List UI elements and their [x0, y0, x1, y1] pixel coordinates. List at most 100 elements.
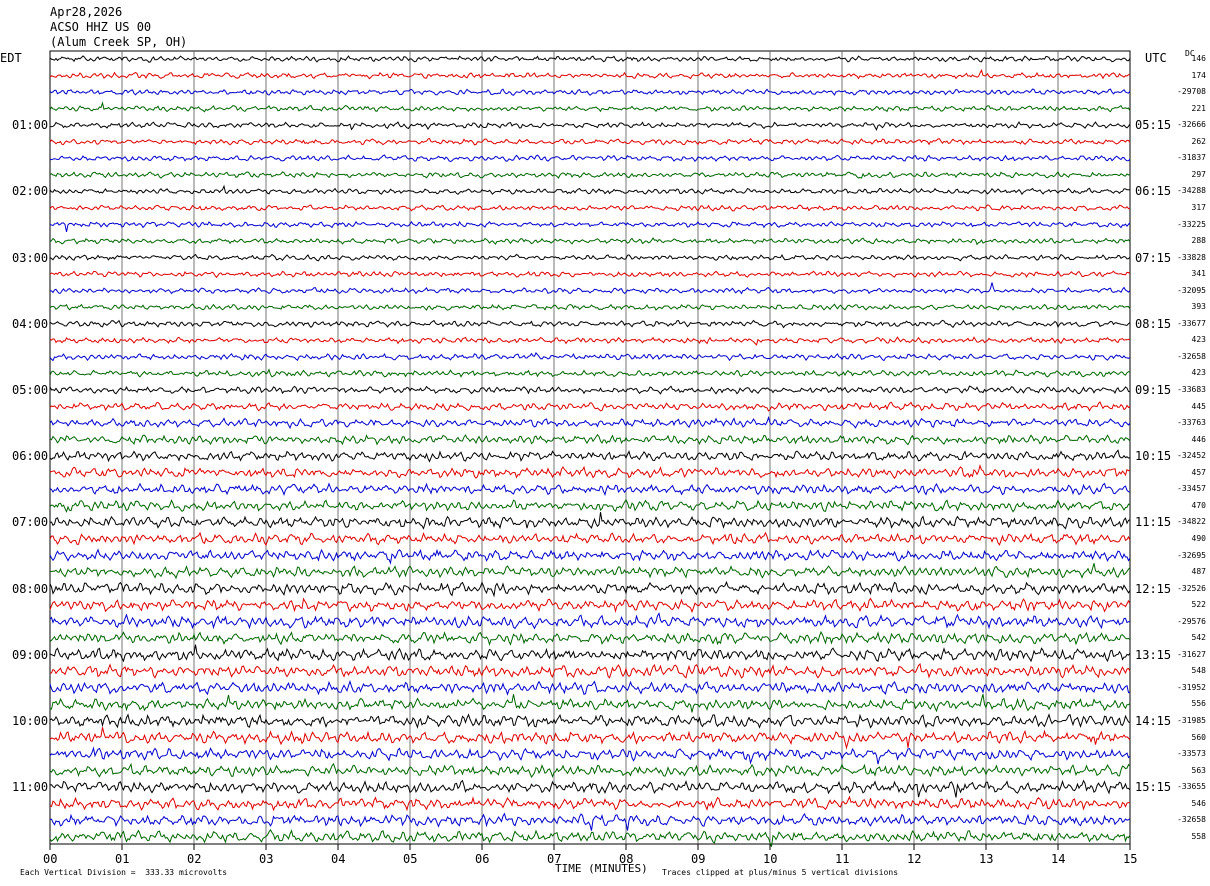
x-tick-label: 15: [1123, 852, 1138, 866]
header-site: (Alum Creek SP, OH): [50, 35, 188, 49]
dc-value: -31627: [1177, 649, 1206, 659]
dc-value: 490: [1191, 533, 1206, 543]
dc-value: 446: [1191, 434, 1206, 444]
trace-24: [49, 433, 1131, 446]
x-tick-label: 07: [547, 852, 562, 866]
right-hour-label: 05:15: [1135, 118, 1172, 133]
trace-5: [49, 121, 1131, 131]
plot-frame: [49, 50, 1131, 845]
trace-32: [49, 563, 1131, 580]
dc-value: 423: [1191, 368, 1206, 378]
dc-value: 548: [1191, 666, 1206, 676]
trace-41: [49, 713, 1131, 729]
dc-value: -29708: [1177, 87, 1206, 97]
dc-value: -31952: [1177, 682, 1206, 692]
trace-47: [49, 812, 1131, 831]
dc-value: 297: [1191, 169, 1206, 179]
trace-16: [49, 303, 1131, 311]
trace-11: [49, 220, 1131, 232]
x-tick-label: 06: [475, 852, 490, 866]
trace-28: [49, 498, 1131, 514]
dc-value: -34822: [1177, 517, 1206, 527]
trace-12: [49, 237, 1131, 246]
trace-33: [49, 580, 1131, 598]
trace-9: [49, 184, 1131, 196]
left-hour-label: 07:00: [12, 515, 49, 530]
dc-value: 457: [1191, 467, 1206, 477]
dc-value: 542: [1191, 633, 1206, 643]
trace-39: [49, 679, 1131, 696]
x-tick-label: 14: [1051, 852, 1066, 866]
dc-value: 221: [1191, 103, 1206, 113]
dc-value: -33655: [1177, 782, 1206, 792]
left-hour-label: 11:00: [12, 780, 49, 795]
trace-37: [49, 644, 1131, 663]
left-hour-label: 04:00: [12, 316, 49, 331]
trace-25: [49, 449, 1131, 463]
dc-value: -33828: [1177, 252, 1206, 262]
x-tick-label: 10: [763, 852, 778, 866]
dc-value: 288: [1191, 236, 1206, 246]
right-hour-label: 11:15: [1135, 515, 1172, 530]
left-hour-label: 01:00: [12, 118, 49, 133]
x-tick-label: 13: [979, 852, 994, 866]
trace-23: [49, 415, 1131, 430]
x-tick-label: 08: [619, 852, 634, 866]
header-station: ACSO HHZ US 00: [50, 20, 152, 34]
dc-value: 470: [1191, 500, 1206, 510]
dc-value: 522: [1191, 600, 1206, 610]
dc-value: 262: [1191, 136, 1206, 146]
left-hour-label: 10:00: [12, 714, 49, 728]
trace-4: [49, 101, 1131, 113]
dc-value: 146: [1191, 54, 1206, 63]
dc-value: -29576: [1177, 616, 1206, 626]
right-hour-label: 15:15: [1135, 780, 1172, 795]
x-tick-label: 01: [115, 852, 130, 866]
trace-38: [49, 663, 1131, 679]
trace-6: [49, 137, 1131, 146]
dc-value: -32666: [1177, 120, 1206, 130]
trace-36: [49, 630, 1131, 646]
left-hour-label: 08:00: [12, 581, 49, 596]
right-hour-label: 07:15: [1135, 250, 1172, 265]
left-hour-label: 09:00: [12, 647, 49, 662]
x-tick-label: 11: [835, 852, 850, 866]
trace-29: [49, 512, 1131, 530]
trace-30: [49, 531, 1131, 547]
dc-value: -31837: [1177, 153, 1206, 163]
dc-value: -33763: [1177, 418, 1206, 428]
right-hour-label: 13:15: [1135, 647, 1172, 662]
right-hour-label: 10:15: [1135, 449, 1172, 464]
dc-value: 341: [1191, 269, 1206, 279]
dc-value: -33457: [1177, 484, 1206, 494]
dc-value: -33677: [1177, 318, 1206, 328]
trace-1: [49, 55, 1131, 63]
right-hour-label: 06:15: [1135, 184, 1172, 199]
dc-value: -32526: [1177, 583, 1206, 593]
timezone-right: UTC: [1145, 51, 1167, 65]
dc-value: 546: [1191, 798, 1206, 808]
dc-value: 560: [1191, 732, 1206, 742]
dc-header: DC: [1185, 49, 1195, 58]
trace-31: [49, 548, 1131, 565]
left-hour-label: 06:00: [12, 449, 49, 464]
trace-21: [49, 385, 1131, 395]
x-tick-marks: [49, 844, 1131, 850]
trace-35: [49, 612, 1131, 630]
x-tick-label: 12: [907, 852, 922, 866]
dc-value: 445: [1191, 401, 1206, 411]
trace-26: [49, 463, 1131, 480]
trace-2: [49, 68, 1131, 80]
trace-18: [49, 336, 1131, 346]
dc-value: -33573: [1177, 749, 1206, 759]
dc-value: -32658: [1177, 815, 1206, 825]
left-hour-label: 05:00: [12, 383, 49, 397]
trace-27: [49, 482, 1131, 497]
trace-43: [49, 746, 1131, 765]
trace-19: [49, 351, 1131, 362]
scale-note: Each Vertical Division = 333.33 microvol…: [20, 868, 228, 877]
dc-value: 174: [1191, 70, 1206, 80]
minute-grid: [121, 51, 1059, 844]
x-tick-label: 00: [43, 852, 58, 866]
